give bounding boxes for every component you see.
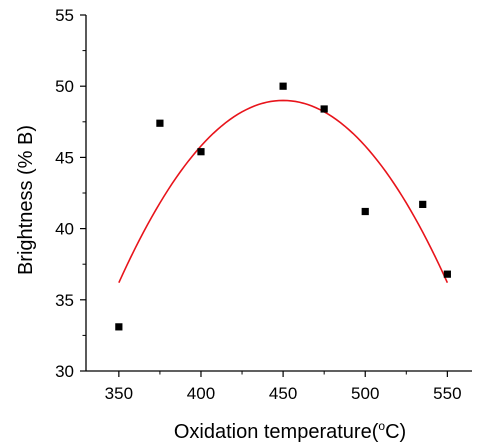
x-tick-label: 550 <box>433 384 461 403</box>
data-point <box>156 119 164 127</box>
y-tick-label: 55 <box>55 6 74 25</box>
data-point <box>115 323 123 331</box>
y-axis-title: Brightness (% B) <box>15 125 37 275</box>
data-point <box>279 82 287 90</box>
y-tick-label: 30 <box>55 362 74 381</box>
y-tick-label: 45 <box>55 148 74 167</box>
y-tick-label: 40 <box>55 220 74 239</box>
y-tick-label: 50 <box>55 77 74 96</box>
x-axis-title: Oxidation temperature(oC) <box>174 419 406 443</box>
data-point <box>443 270 451 278</box>
data-point <box>320 105 328 113</box>
points-layer <box>115 82 451 331</box>
x-tick-label: 350 <box>105 384 133 403</box>
fit-layer <box>118 99 449 284</box>
x-tick-label: 400 <box>187 384 215 403</box>
data-point <box>419 200 427 208</box>
x-axis-title-main: Oxidation temperature( <box>174 421 379 443</box>
x-axis-title-sup: o <box>378 419 385 433</box>
x-tick-label: 500 <box>351 384 379 403</box>
data-point <box>361 207 369 216</box>
fit-curve <box>118 99 449 284</box>
data-point <box>197 148 205 156</box>
axes: 350 400 450 500 550 30 35 40 45 50 55 <box>55 6 472 403</box>
x-tick-label: 450 <box>269 384 297 403</box>
x-axis-title-end: C) <box>385 421 406 443</box>
y-tick-label: 35 <box>55 291 74 310</box>
